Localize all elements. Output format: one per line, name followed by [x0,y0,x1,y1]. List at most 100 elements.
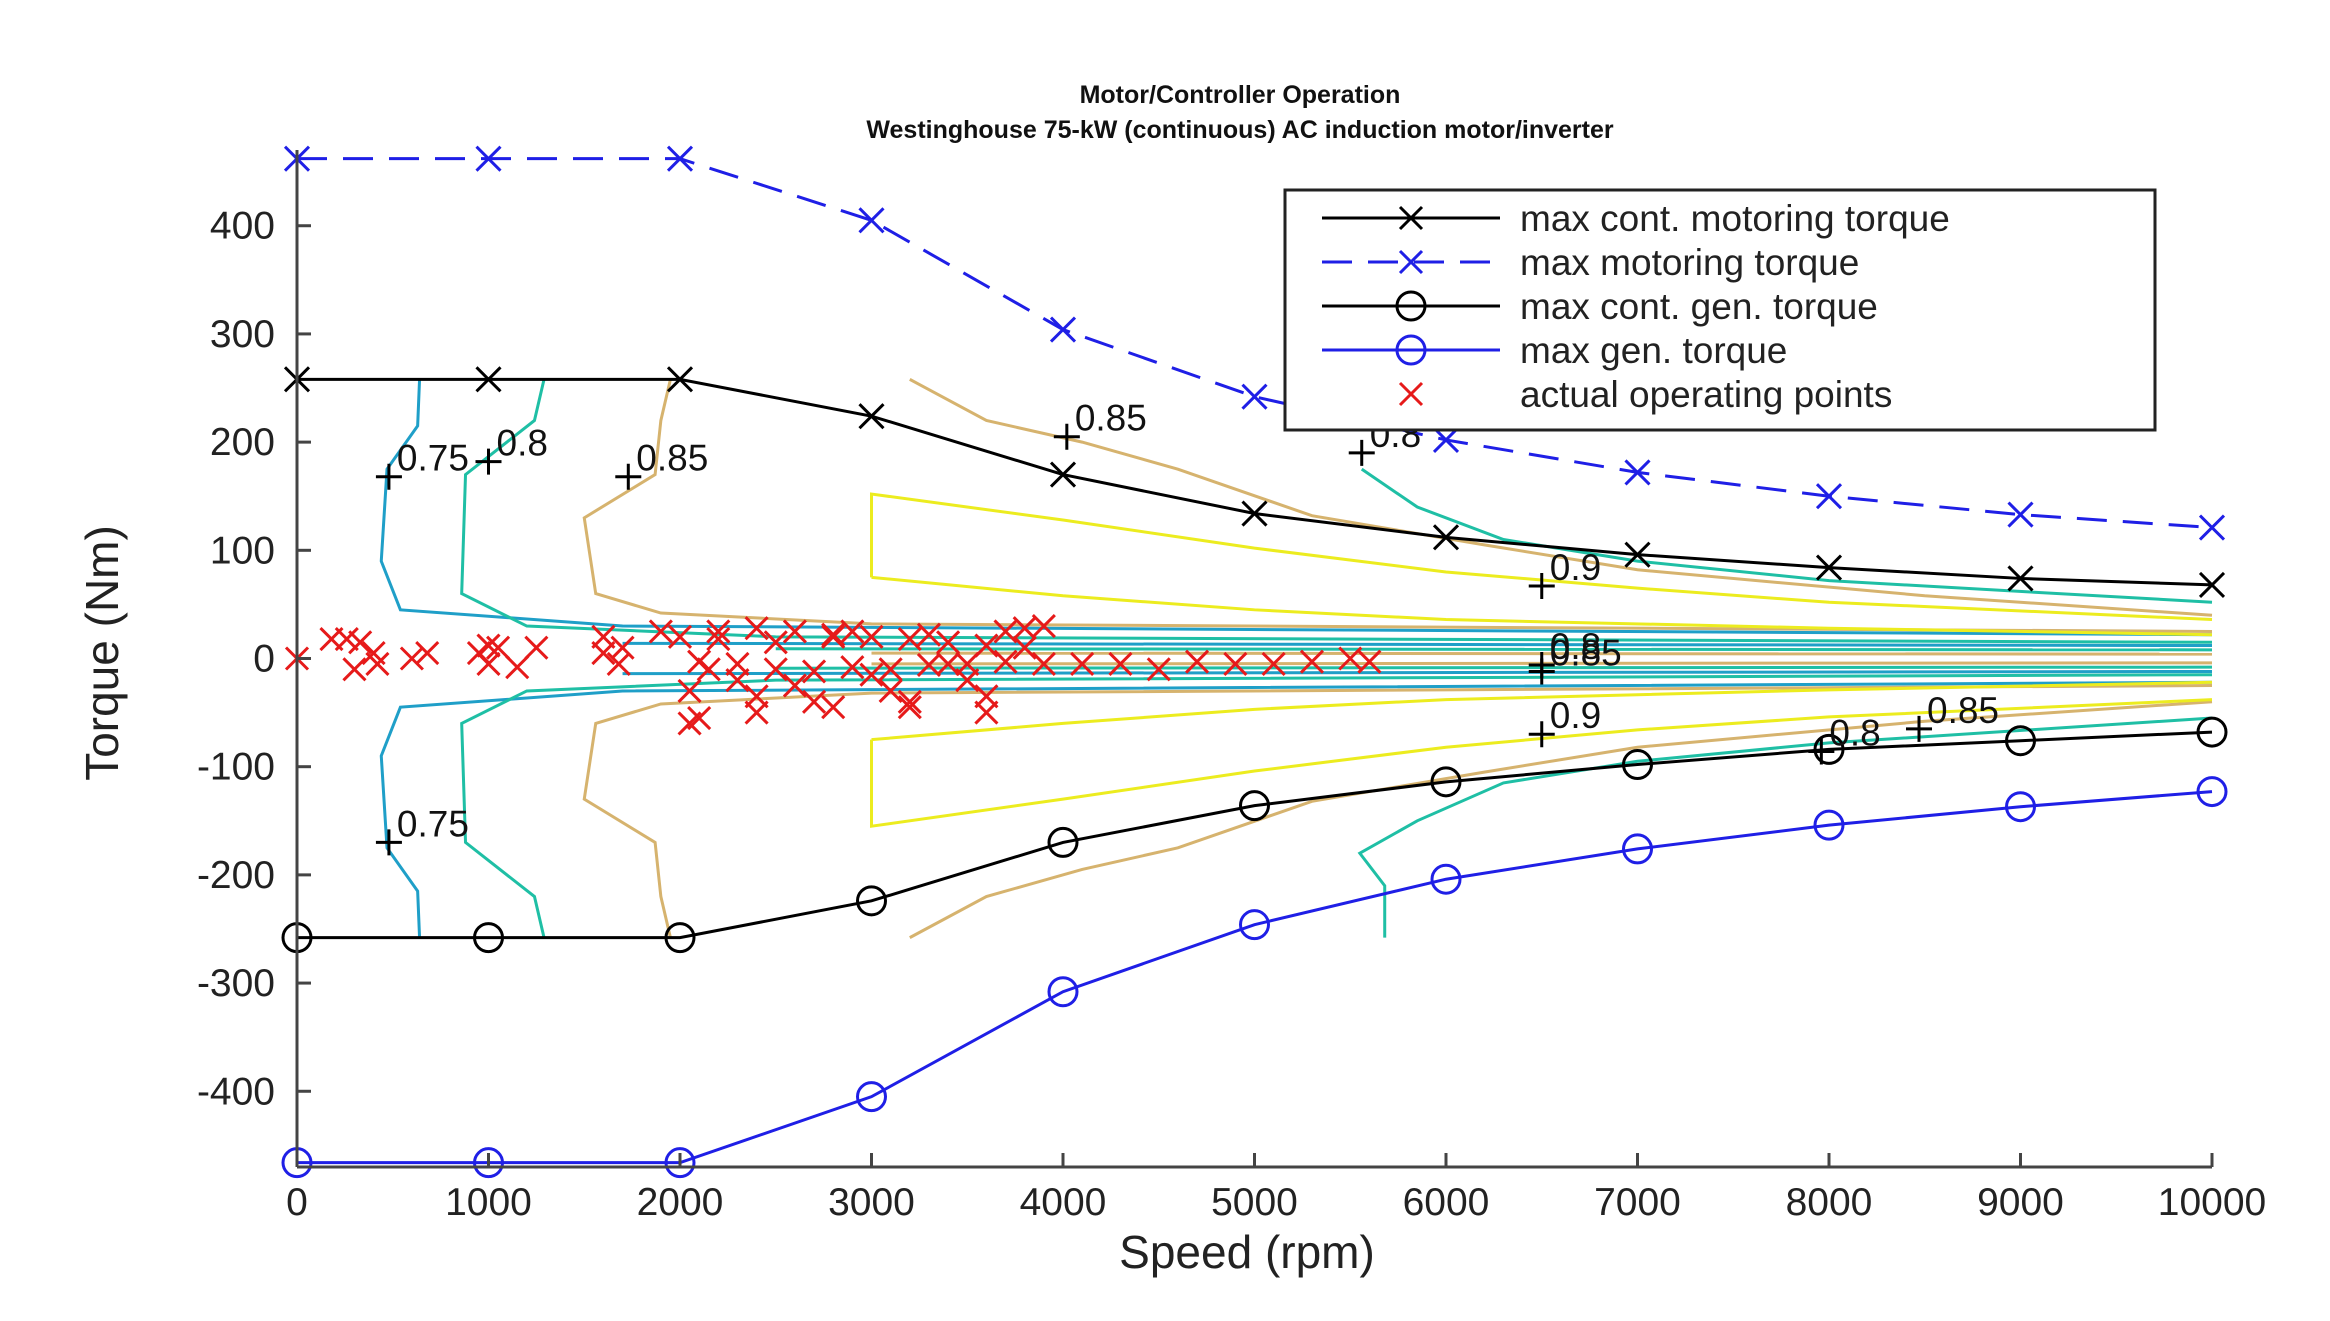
actual-operating-points-point [993,619,1018,644]
max-cont-gen-torque-point [1813,733,1845,765]
x-tick-label: 9000 [1977,1181,2064,1224]
max-motoring-torque-point [2198,514,2226,541]
actual-operating-points-point [687,649,712,674]
max-motoring-torque-point [1815,483,1843,510]
actual-operating-points-point [677,678,702,704]
contour-label-marker [1053,423,1080,450]
actual-operating-points-point [524,635,549,660]
y-tick-label: -200 [197,854,275,897]
x-tick-label: 3000 [828,1181,915,1224]
max-gen-torque-point [1430,863,1462,895]
legend-marker [1398,381,1424,407]
contour-label: 0.75 [397,803,469,844]
actual-operating-points-point [706,626,731,652]
actual-operating-points-point [821,695,846,720]
actual-operating-points-point [1031,651,1056,676]
actual-operating-points-point [1338,646,1363,671]
max-cont-motoring-torque-point [666,366,694,393]
max-gen-torque-point [473,1147,504,1179]
max-cont-gen-torque-point [1047,826,1079,858]
max-motoring-torque-point [666,145,694,172]
actual-operating-points-point [1012,616,1037,641]
contour-label-marker [1348,439,1375,466]
max-gen-torque-point [1047,976,1079,1008]
max-cont-gen-torque-point [2196,716,2228,748]
actual-operating-points-point [476,651,501,676]
actual-operating-points-point [801,659,827,684]
contour-line [582,379,2213,633]
legend-label: max cont. gen. torque [1520,286,1878,327]
contour-label: 0.85 [1550,632,1622,673]
max-cont-motoring-torque-point [475,366,502,393]
actual-operating-points-point [955,651,980,676]
legend-marker [1395,334,1427,366]
y-tick-label: 200 [210,421,275,464]
contour-line [871,680,2213,742]
actual-operating-points-point [677,711,702,736]
max-gen-torque-point [2196,776,2228,808]
actual-operating-points-point [591,624,616,649]
y-tick-label: -400 [197,1070,275,1113]
actual-operating-points-point [1070,651,1095,676]
efficiency-contours [379,378,2213,939]
actual-operating-points-point [897,695,922,720]
y-tick-label: 0 [253,638,275,681]
actual-operating-points-point [763,630,788,655]
contour-line [909,378,2213,617]
chart-title: Motor/Controller Operation [1080,81,1401,109]
x-tick-label: 0 [286,1181,308,1224]
max-cont-gen-torque-point [1430,766,1462,798]
x-tick-label: 8000 [1786,1181,1873,1224]
contour-line [1360,467,2213,604]
max-cont-gen-torque-point [2005,725,2036,757]
actual-operating-points-point [342,657,367,682]
series-layer [281,145,2228,1179]
actual-operating-points-point [936,651,961,676]
contour-labels: 0.75 0.8 0.850.85 0.80.90.850.80.90.750.80.… [375,398,1999,856]
actual-operating-points-point [415,641,440,666]
max-gen-torque-line [297,790,2213,1165]
actual-operating-points-point [974,633,999,658]
legend-label: actual operating points [1520,374,1892,415]
contour-label-marker [1528,573,1555,600]
contour-line [622,669,2213,676]
contour-line [379,379,2213,637]
actual-operating-points-point [993,649,1018,674]
y-tick-label: 300 [210,313,275,356]
actual-operating-points-point [897,626,922,652]
actual-operating-points-point [361,641,386,666]
contour-label-marker [1528,651,1555,678]
contour-line [775,665,2213,670]
max-gen-torque-point [664,1147,696,1179]
contour-label-marker [615,463,642,490]
contour-label: 0.9 [1550,695,1601,736]
actual-operating-points-point [801,689,827,714]
actual-operating-points-point [878,657,903,682]
actual-operating-points-point [1031,613,1056,639]
max-cont-motoring-torque-point [1432,524,1460,551]
x-axis-label: Speed (rpm) [1119,1226,1375,1278]
actual-operating-points-point [706,619,731,644]
legend-box [1283,188,2157,432]
contour-line [460,379,2213,644]
actual-operating-points-point [648,619,673,644]
actual-operating-points-point [1012,635,1037,660]
max-cont-gen-torque-line [297,730,2213,940]
actual-operating-points-point [1261,651,1286,676]
actual-operating-points-point [936,630,961,655]
x-tick-label: 1000 [445,1181,532,1224]
contour-line [582,684,2213,938]
contour-line [379,680,2213,938]
actual-operating-points-point [916,622,942,647]
actual-operating-points-point [974,700,999,725]
max-cont-gen-torque-point [1622,749,1653,781]
actual-operating-points-point [821,622,846,647]
max-gen-torque-point [1813,809,1845,841]
contour-line [1357,716,2213,938]
actual-operating-points-point [1184,649,1210,674]
actual-operating-points-point [916,652,942,678]
contour-label: 0.85 [1927,690,1999,731]
actual-operating-points-point [1223,651,1248,676]
